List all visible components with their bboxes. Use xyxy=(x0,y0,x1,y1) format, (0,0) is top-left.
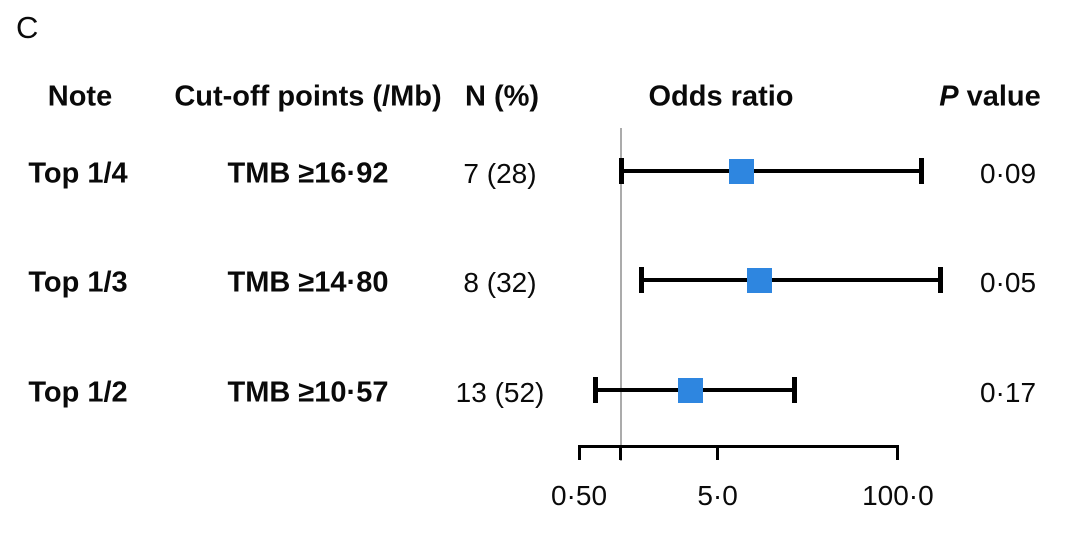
or-marker xyxy=(746,267,772,293)
x-axis-tick xyxy=(896,445,900,460)
x-axis-tick-label: 100·0 xyxy=(862,480,934,511)
or-marker xyxy=(728,158,754,184)
row-note: Top 1/2 xyxy=(28,376,128,409)
row-p-value: 0·05 xyxy=(979,267,1037,298)
ci-cap-right xyxy=(919,158,925,184)
row-cutoff: TMB ≥14·80 xyxy=(227,266,389,299)
ci-line xyxy=(641,278,942,282)
ci-cap-left xyxy=(639,267,644,293)
header-odds-ratio: Odds ratio xyxy=(648,80,794,113)
header-note: Note xyxy=(47,80,113,113)
or-marker xyxy=(678,377,704,403)
row-p-value: 0·09 xyxy=(979,158,1037,189)
reference-line xyxy=(619,128,622,461)
x-axis-tick-label: 5·0 xyxy=(697,480,738,511)
panel-label: C xyxy=(16,10,39,45)
row-p-value: 0·17 xyxy=(979,377,1037,408)
header-n-pct: N (%) xyxy=(464,80,540,113)
x-axis-tick xyxy=(619,445,623,460)
ci-cap-left xyxy=(618,158,624,184)
ci-cap-right xyxy=(791,377,797,403)
x-axis-tick-label: 0·50 xyxy=(550,480,608,511)
ci-cap-right xyxy=(938,267,944,293)
x-axis-tick xyxy=(716,445,720,460)
row-cutoff: TMB ≥16·92 xyxy=(227,157,389,190)
row-note: Top 1/3 xyxy=(28,266,128,299)
x-axis-tick xyxy=(577,445,581,460)
x-axis-line xyxy=(579,445,898,448)
header-p-italic: P xyxy=(939,80,959,113)
ci-line xyxy=(620,169,923,173)
row-n-pct: 8 (32) xyxy=(463,267,537,298)
row-n-pct: 7 (28) xyxy=(463,158,537,189)
row-n-pct: 13 (52) xyxy=(455,377,545,408)
header-p-value: P value xyxy=(939,81,1041,114)
row-cutoff: TMB ≥10·57 xyxy=(227,376,389,409)
row-note: Top 1/4 xyxy=(28,157,128,190)
header-p-rest: value xyxy=(958,80,1041,113)
ci-cap-left xyxy=(592,377,598,403)
header-cutoff: Cut-off points (/Mb) xyxy=(174,80,442,113)
